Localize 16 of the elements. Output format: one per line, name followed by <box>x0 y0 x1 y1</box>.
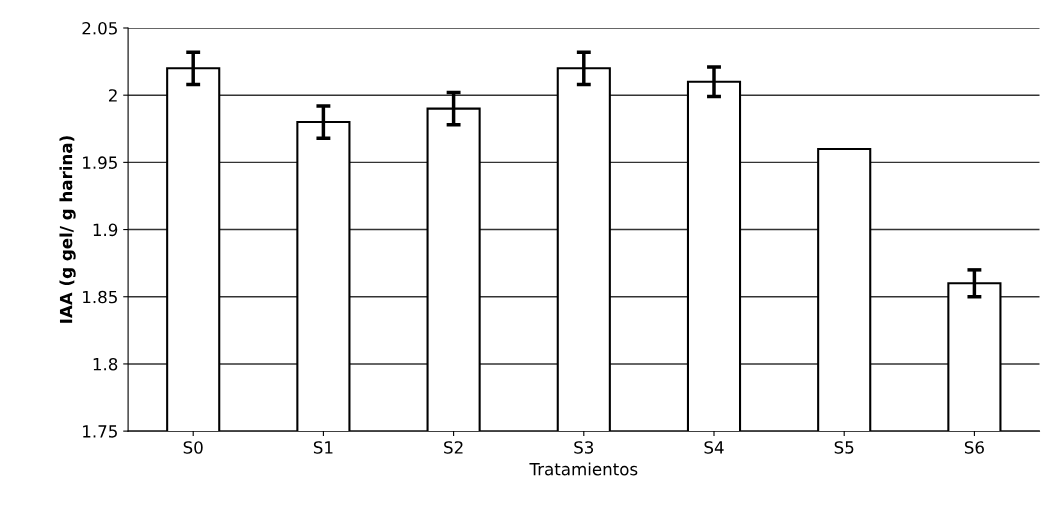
x-tick-label: S4 <box>704 441 724 454</box>
y-axis-title: IAA (g gel/ g harina) <box>59 136 76 323</box>
y-tick-label: 2.05 <box>82 21 117 35</box>
x-axis-title: Tratamientos <box>529 462 638 476</box>
y-tick-label: 1.75 <box>83 425 117 438</box>
x-tick-label: S2 <box>444 441 463 454</box>
x-tick-label: S5 <box>834 441 854 454</box>
x-tick-label: S1 <box>313 441 333 454</box>
y-tick-label: 1.9 <box>93 223 118 237</box>
x-tick-label: S0 <box>183 441 203 454</box>
x-tick-label: S6 <box>964 441 984 454</box>
y-tick-label: 1.85 <box>83 290 117 304</box>
y-tick-label: 1.8 <box>93 357 118 371</box>
y-tick-label: 1.95 <box>83 156 117 169</box>
y-tick-label: 2 <box>108 89 117 102</box>
x-tick-label: S3 <box>574 441 594 454</box>
